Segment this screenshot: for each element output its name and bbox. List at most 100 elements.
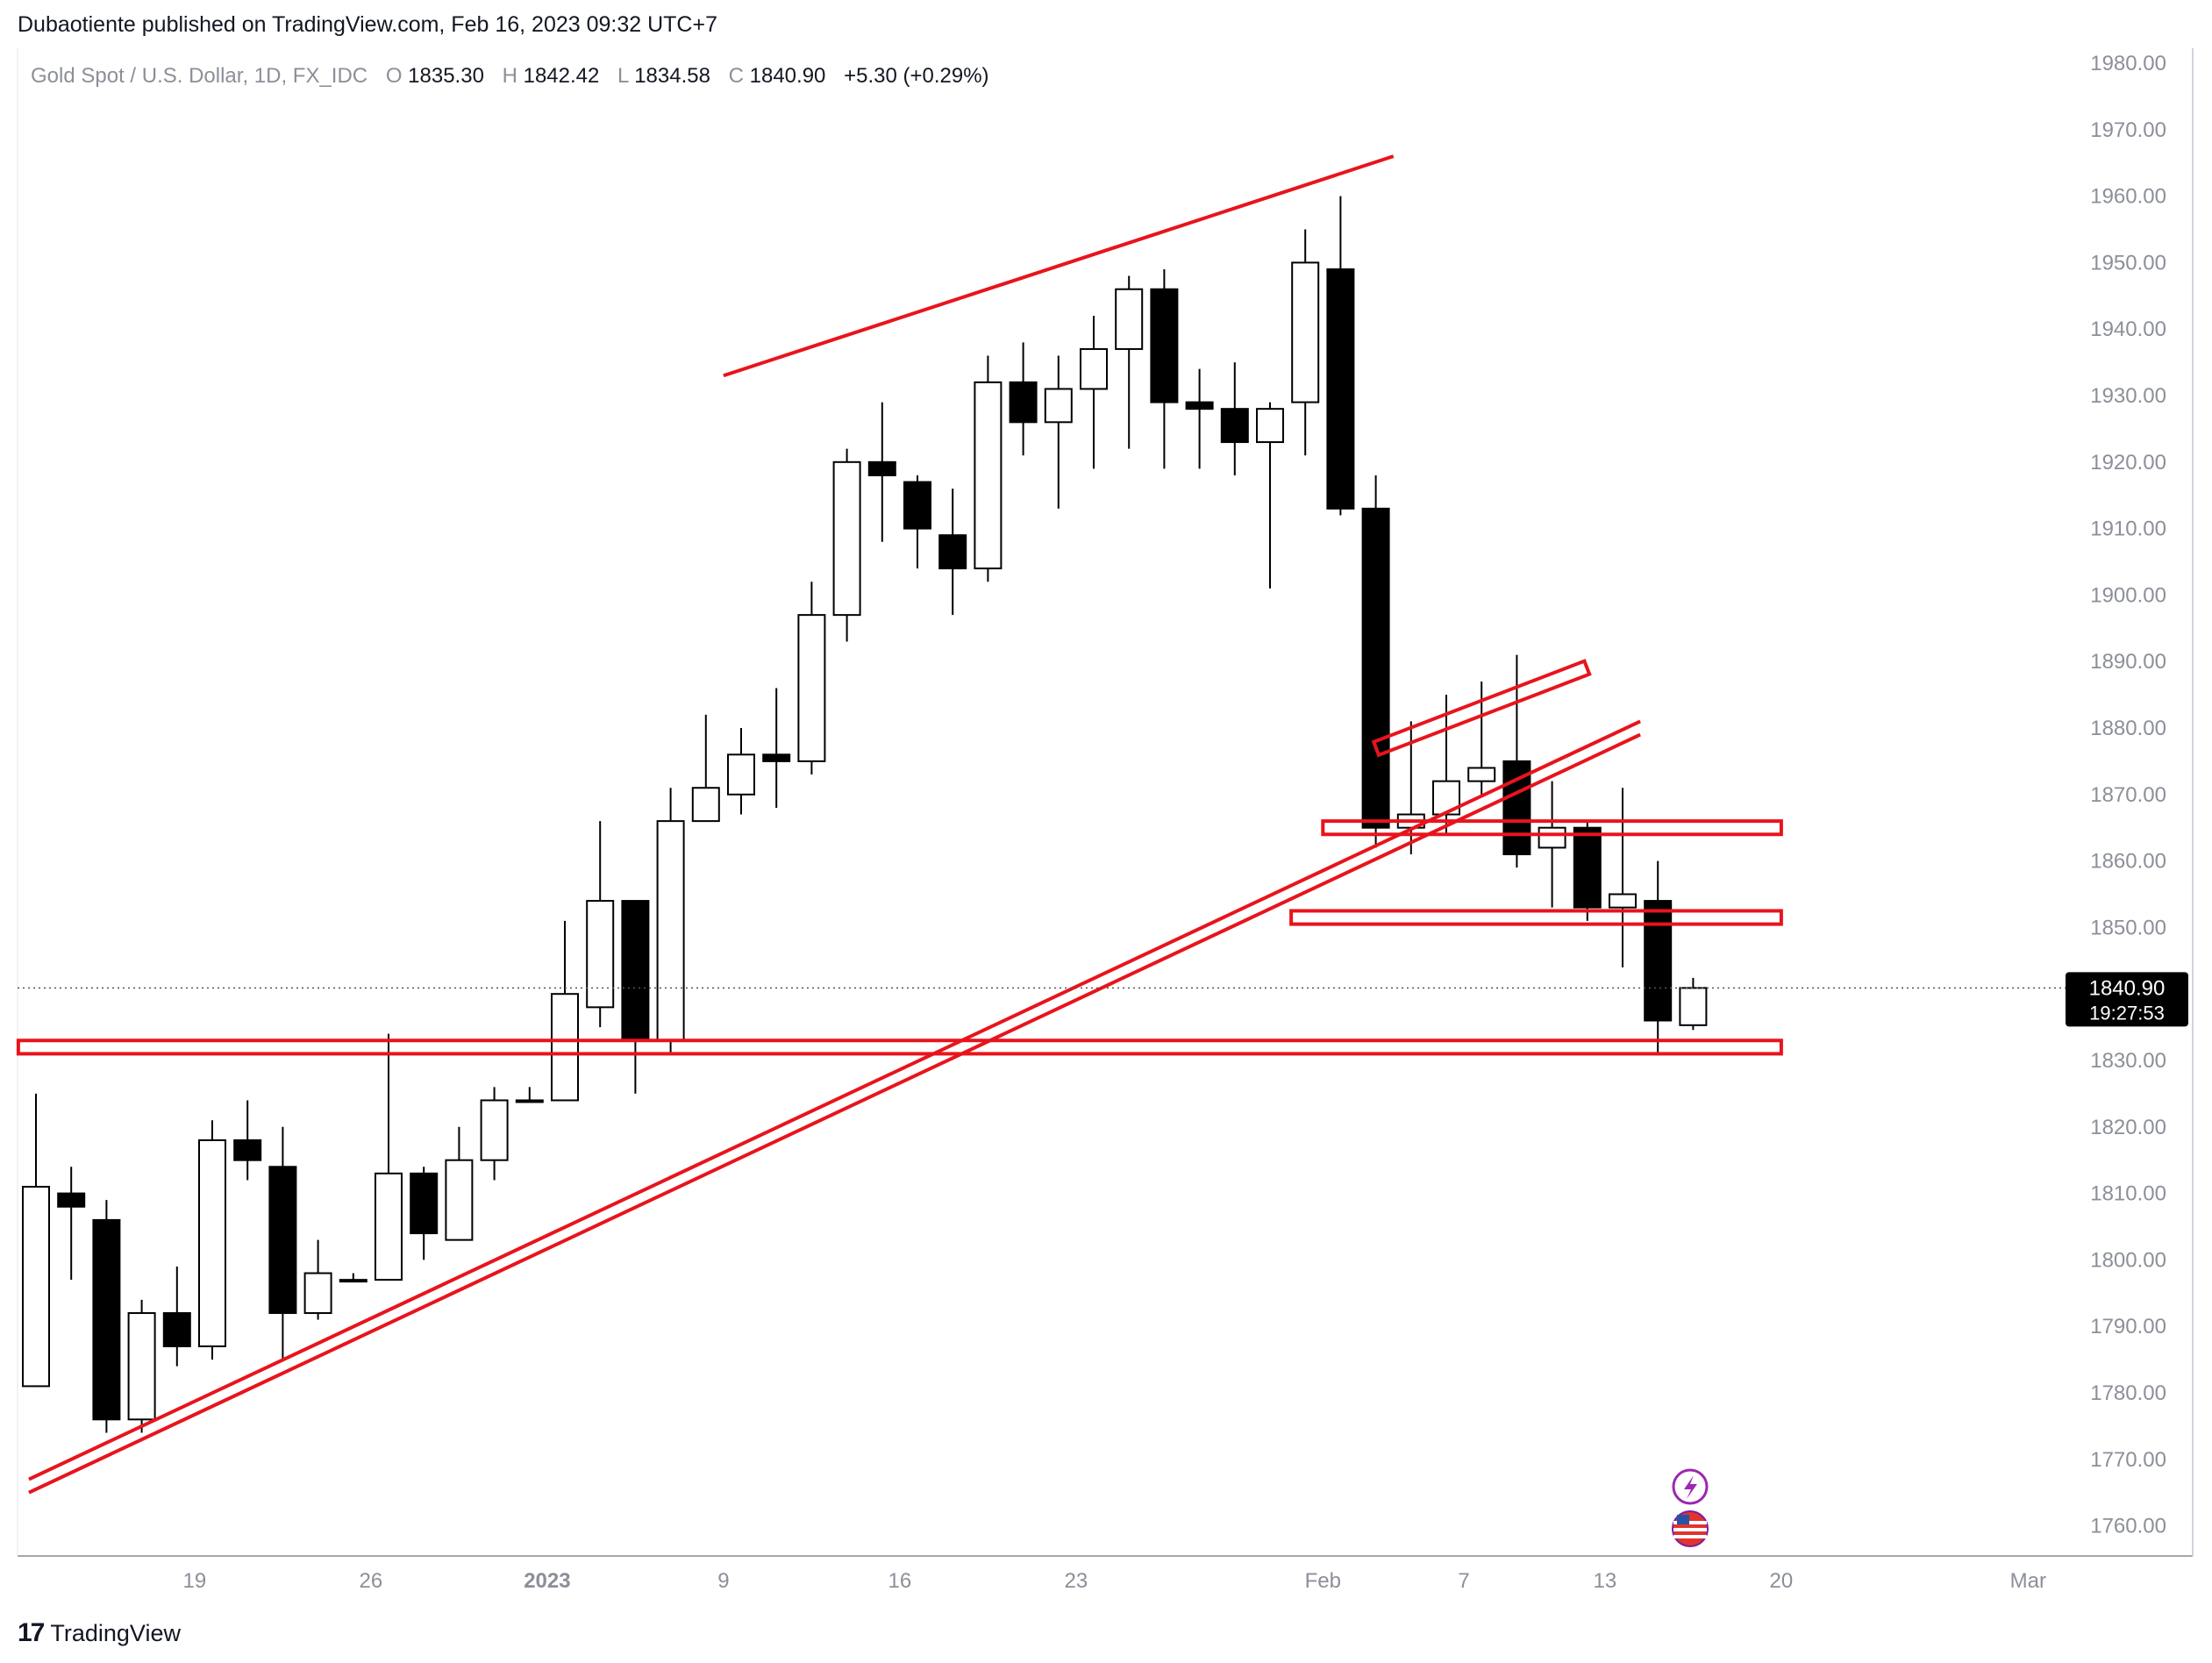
candle-body bbox=[656, 820, 685, 1042]
price-tick-label: 1850.00 bbox=[2090, 916, 2166, 939]
candle-body bbox=[1115, 288, 1144, 350]
candle-body bbox=[1291, 261, 1320, 403]
time-tick-label: 23 bbox=[1065, 1569, 1088, 1593]
price-tick-label: 1820.00 bbox=[2090, 1116, 2166, 1139]
support-zone-rectangle bbox=[16, 1038, 1783, 1056]
price-tick-label: 1960.00 bbox=[2090, 185, 2166, 209]
legend-o-label: O bbox=[386, 64, 403, 88]
time-tick-label: 26 bbox=[360, 1569, 383, 1593]
publisher-header: Dubaotiente published on TradingView.com… bbox=[18, 12, 717, 37]
price-tick-label: 1780.00 bbox=[2090, 1381, 2166, 1405]
time-tick-label: 13 bbox=[1594, 1569, 1617, 1593]
candle-body bbox=[1573, 826, 1602, 909]
candle-body bbox=[867, 460, 896, 476]
price-tick-label: 1870.00 bbox=[2090, 783, 2166, 807]
last-price-tag: 1840.90 19:27:53 bbox=[2066, 972, 2188, 1027]
candle-body bbox=[410, 1172, 439, 1235]
candle-body bbox=[1009, 381, 1038, 424]
price-tick-label: 1980.00 bbox=[2090, 52, 2166, 75]
resistance-trend-line bbox=[723, 154, 1395, 378]
candle-body bbox=[551, 993, 579, 1102]
candle-body bbox=[1080, 347, 1108, 390]
support-trend-line-upper bbox=[28, 719, 1641, 1481]
candle-body bbox=[1502, 760, 1531, 856]
candle-body bbox=[903, 481, 931, 530]
time-tick-label: Mar bbox=[2010, 1569, 2046, 1593]
candle-body bbox=[691, 787, 720, 823]
candle-body bbox=[162, 1312, 191, 1347]
candle-body bbox=[198, 1138, 226, 1347]
lightning-icon[interactable] bbox=[1672, 1468, 1709, 1505]
candle-body bbox=[233, 1138, 262, 1161]
slanted-zone-rectangle bbox=[1371, 659, 1592, 758]
candle-body bbox=[1679, 987, 1708, 1026]
time-tick-label: 19 bbox=[183, 1569, 207, 1593]
candle-body bbox=[621, 900, 650, 1042]
candle-body bbox=[974, 381, 1003, 570]
legend-l-label: L bbox=[617, 64, 629, 88]
price-tick-label: 1900.00 bbox=[2090, 583, 2166, 607]
candle-body bbox=[1538, 826, 1566, 849]
price-tick-label: 1950.00 bbox=[2090, 251, 2166, 275]
candle-body bbox=[1644, 900, 1673, 1022]
price-tag-box bbox=[2066, 972, 2188, 1027]
time-tick-label: 9 bbox=[717, 1569, 729, 1593]
candle-body bbox=[832, 460, 861, 617]
price-tag-countdown: 19:27:53 bbox=[2089, 1002, 2165, 1024]
candle-body bbox=[303, 1272, 332, 1315]
legend-change: +5.30 (+0.29%) bbox=[844, 64, 988, 88]
candle-body bbox=[1150, 288, 1179, 403]
candle-body bbox=[57, 1192, 86, 1208]
tradingview-footer[interactable]: 17 TradingView bbox=[18, 1618, 181, 1648]
price-tag-price: 1840.90 bbox=[2089, 976, 2166, 1000]
candle-body bbox=[127, 1312, 156, 1421]
price-tick-label: 1940.00 bbox=[2090, 318, 2166, 341]
price-tick-label: 1890.00 bbox=[2090, 650, 2166, 674]
time-axis: 19 26 2023 9 16 23 Feb 7 13 20 Mar bbox=[183, 1569, 2046, 1593]
time-tick-label: 2023 bbox=[524, 1569, 570, 1593]
legend-c-label: C bbox=[729, 64, 744, 88]
price-tick-label: 1880.00 bbox=[2090, 717, 2166, 740]
candle-body bbox=[1361, 507, 1390, 829]
candle-body bbox=[1256, 408, 1284, 444]
time-tick-label: 7 bbox=[1458, 1569, 1469, 1593]
candle-body bbox=[1326, 268, 1355, 510]
candle-body bbox=[762, 753, 791, 762]
time-tick-label: 16 bbox=[888, 1569, 912, 1593]
legend-open: 1835.30 bbox=[408, 64, 484, 88]
candle-body bbox=[1220, 408, 1249, 444]
candle-body bbox=[1044, 388, 1073, 424]
price-axis: 1980.00 1970.00 1960.00 1950.00 1940.00 1930.… bbox=[2090, 52, 2166, 1538]
legend-high: 1842.42 bbox=[524, 64, 600, 88]
legend-close: 1840.90 bbox=[750, 64, 826, 88]
legend-h-label: H bbox=[503, 64, 517, 88]
candle-body bbox=[339, 1279, 367, 1283]
support-zone-rectangle bbox=[1321, 819, 1783, 837]
price-tick-label: 1930.00 bbox=[2090, 384, 2166, 408]
price-tick-label: 1860.00 bbox=[2090, 850, 2166, 874]
support-trend-line-lower bbox=[28, 732, 1641, 1495]
drawings-layer[interactable] bbox=[16, 154, 1783, 1495]
price-tick-label: 1910.00 bbox=[2090, 517, 2166, 541]
candle-body bbox=[1609, 893, 1637, 909]
tradingview-brand: TradingView bbox=[50, 1619, 181, 1646]
candle-body bbox=[445, 1159, 474, 1241]
price-tick-label: 1800.00 bbox=[2090, 1248, 2166, 1272]
candle-body bbox=[797, 614, 826, 762]
candle-body bbox=[1185, 401, 1214, 410]
candle-body bbox=[727, 753, 755, 796]
candles-series bbox=[22, 196, 1708, 1433]
legend-low: 1834.58 bbox=[634, 64, 710, 88]
price-tick-label: 1770.00 bbox=[2090, 1448, 2166, 1472]
legend-symbol: Gold Spot / U.S. Dollar, 1D, FX_IDC bbox=[31, 64, 367, 88]
time-tick-label: Feb bbox=[1305, 1569, 1341, 1593]
us-flag-icon[interactable] bbox=[1672, 1510, 1709, 1547]
support-zone-rectangle bbox=[1289, 909, 1783, 926]
ohlc-legend: Gold Spot / U.S. Dollar, 1D, FX_IDC O 18… bbox=[31, 64, 989, 88]
candle-body bbox=[1467, 767, 1496, 782]
tradingview-logo-icon: 17 bbox=[18, 1618, 45, 1647]
candle-body bbox=[480, 1099, 509, 1161]
price-tick-label: 1970.00 bbox=[2090, 118, 2166, 142]
price-tick-label: 1830.00 bbox=[2090, 1049, 2166, 1073]
